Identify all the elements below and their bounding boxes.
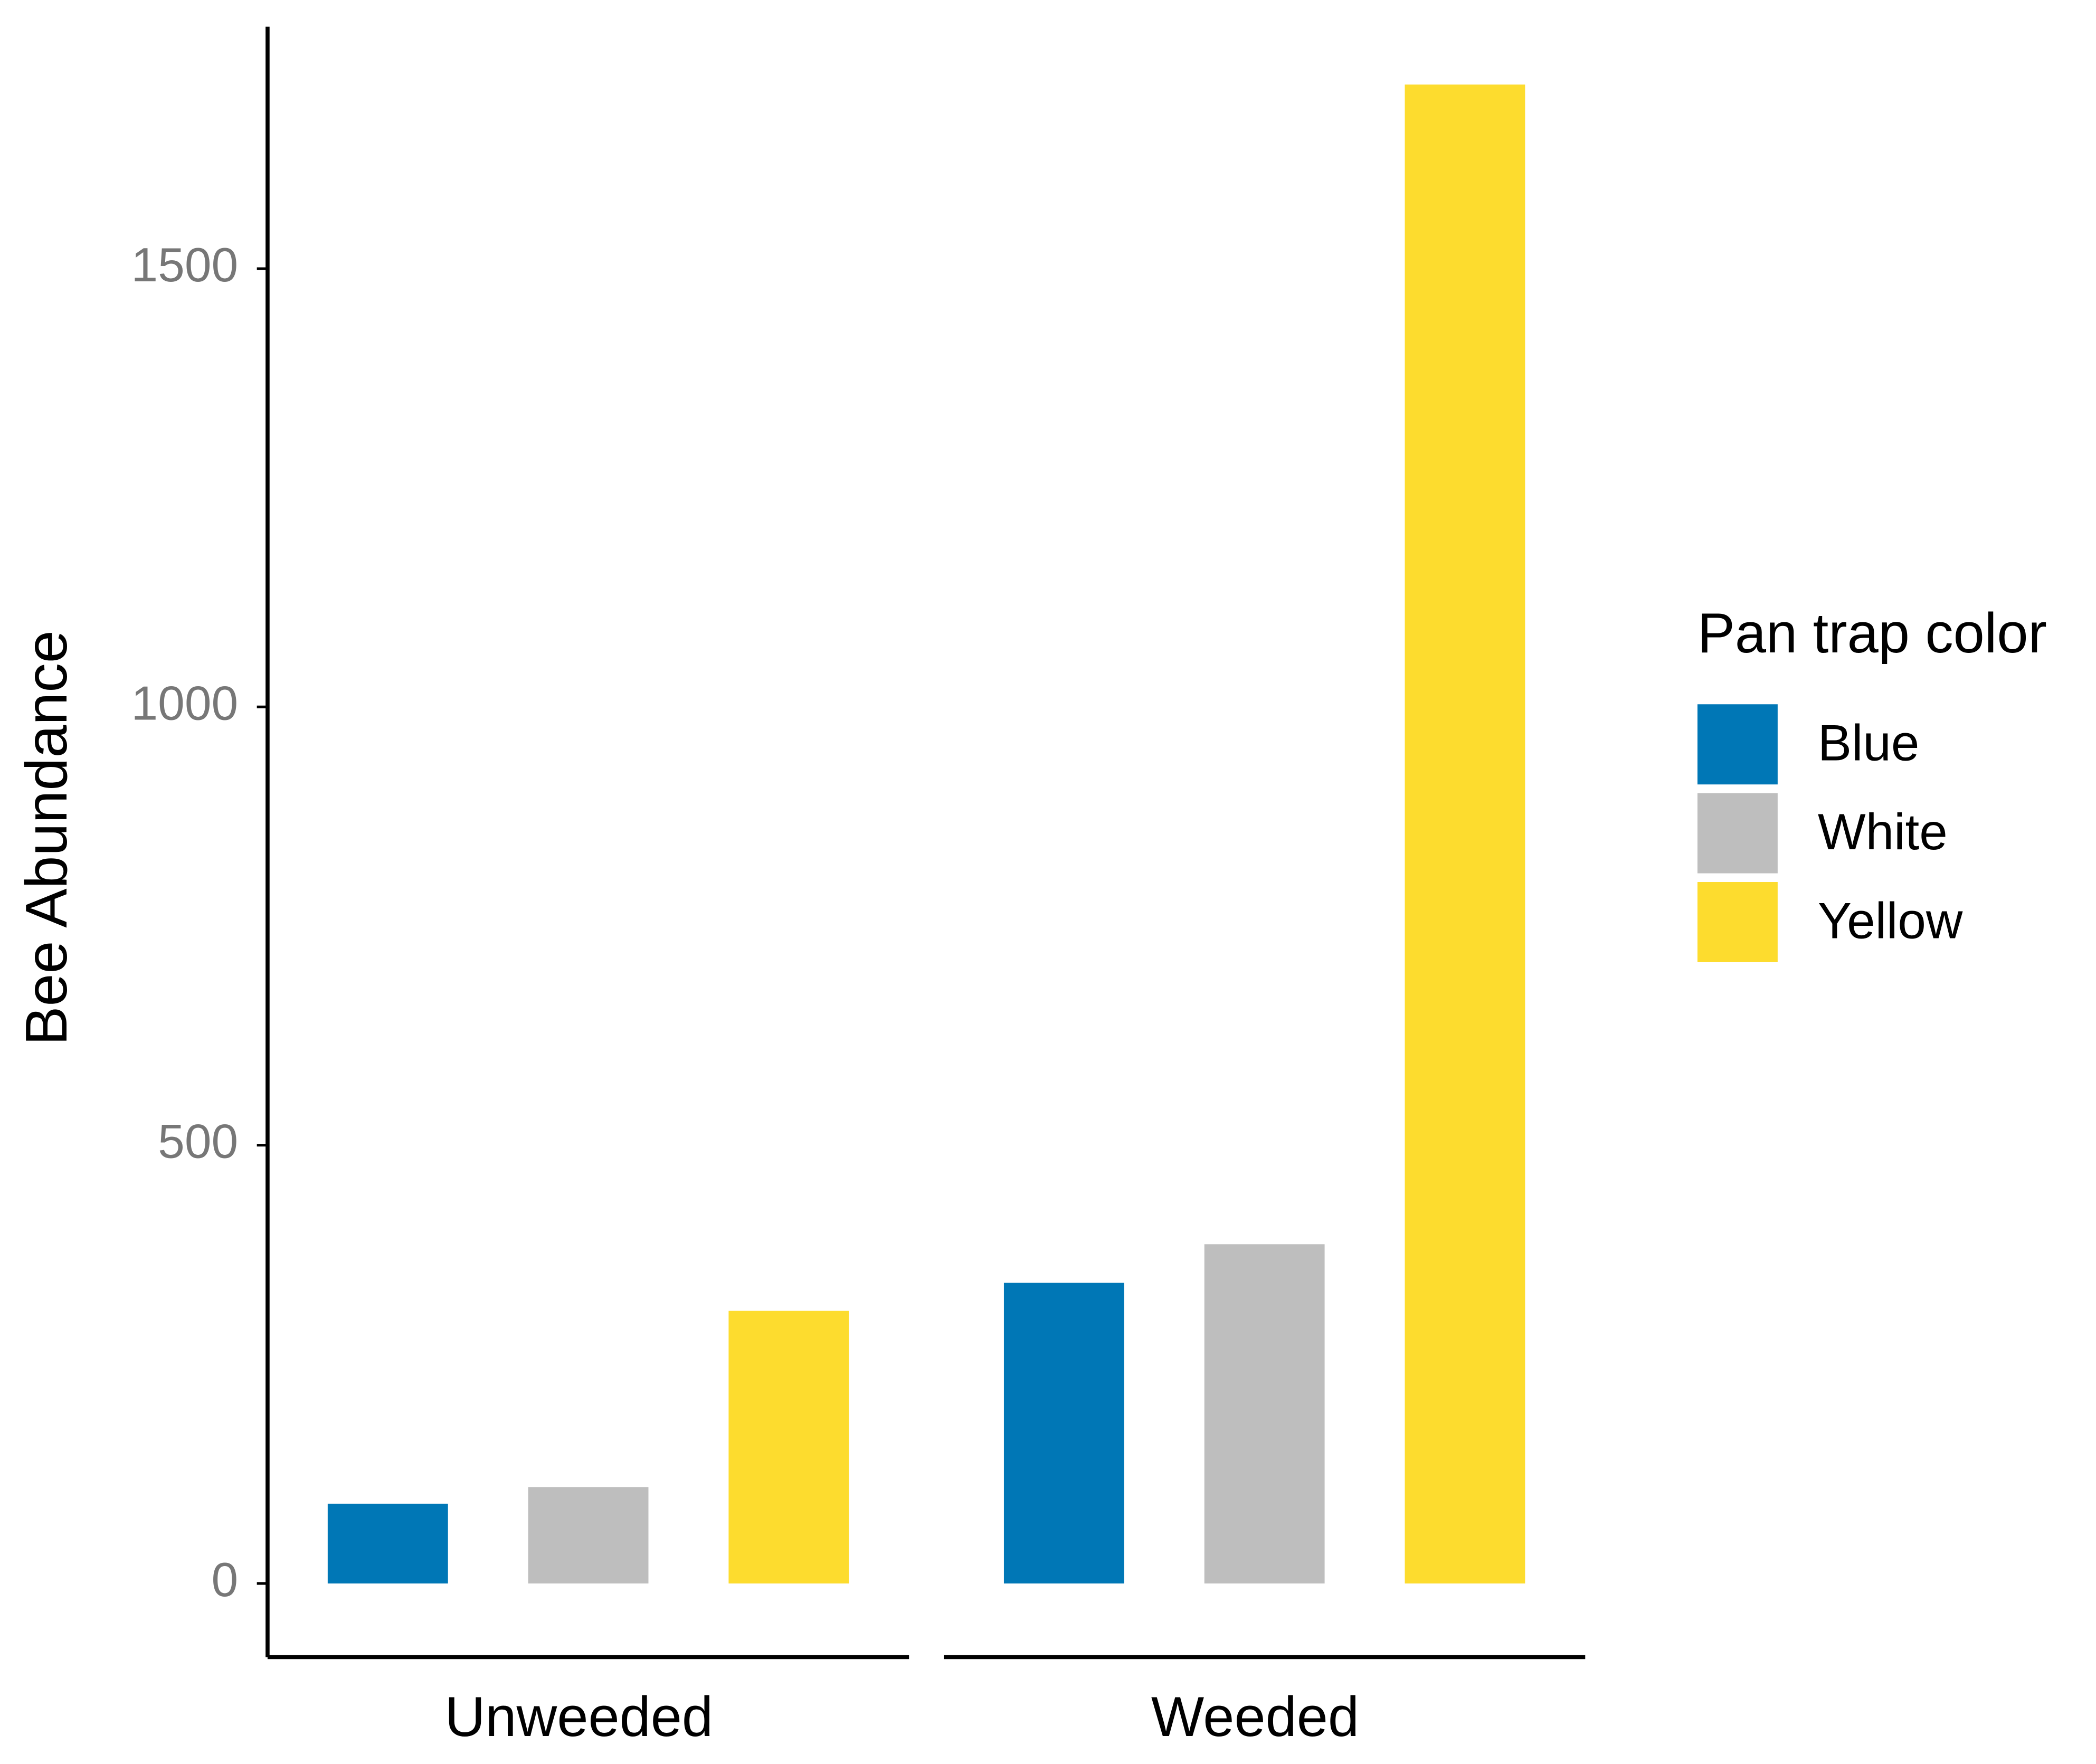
bar [528,1487,649,1583]
legend-label: Blue [1818,715,1920,772]
y-tick-label: 1000 [131,676,238,730]
bar [327,1503,448,1583]
legend-key [1697,882,1778,962]
bar [728,1311,849,1583]
y-tick-label: 1500 [131,238,238,292]
x-tick-label: Weeded [1151,1685,1359,1748]
bar [1204,1244,1325,1583]
legend-label: White [1818,804,1948,860]
y-tick-label: 500 [158,1115,238,1169]
legend-label: Yellow [1818,893,1963,949]
y-tick-label: 0 [212,1553,239,1607]
legend-key [1697,704,1778,785]
legend-key [1697,793,1778,874]
bar [1003,1283,1124,1583]
y-axis-title: Bee Abundance [13,630,79,1046]
bar [1405,84,1525,1583]
legend-title: Pan trap color [1697,602,2047,665]
x-tick-label: Unweeded [445,1685,713,1748]
